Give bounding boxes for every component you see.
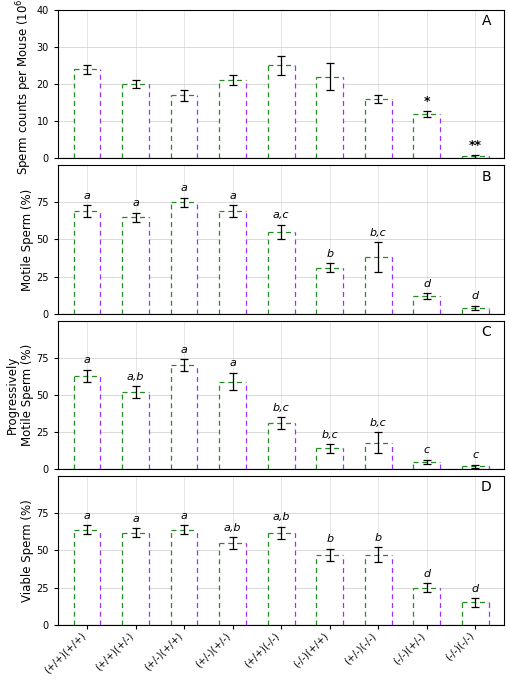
- Bar: [364, 99, 391, 159]
- Text: a: a: [229, 191, 236, 201]
- Text: b,c: b,c: [369, 417, 386, 428]
- Text: a: a: [229, 358, 236, 368]
- Text: d: d: [471, 584, 478, 594]
- Text: a,b: a,b: [272, 512, 289, 522]
- Text: b,c: b,c: [321, 430, 337, 439]
- Bar: [122, 392, 149, 469]
- Bar: [73, 530, 100, 624]
- Text: a: a: [180, 183, 187, 193]
- Text: a: a: [132, 198, 138, 208]
- Bar: [73, 376, 100, 469]
- Text: d: d: [422, 569, 430, 579]
- Bar: [461, 157, 488, 159]
- Y-axis label: Viable Sperm (%): Viable Sperm (%): [20, 499, 34, 602]
- Text: a,b: a,b: [223, 522, 241, 533]
- Bar: [364, 555, 391, 624]
- Y-axis label: Sperm counts per Mouse (10$^6$): Sperm counts per Mouse (10$^6$): [14, 0, 34, 174]
- Bar: [171, 202, 197, 314]
- Bar: [171, 95, 197, 159]
- Bar: [122, 533, 149, 624]
- Bar: [316, 449, 343, 469]
- Bar: [364, 443, 391, 469]
- Text: *: *: [422, 95, 429, 108]
- Text: b: b: [325, 249, 332, 259]
- Bar: [122, 217, 149, 314]
- Text: a: a: [132, 513, 138, 524]
- Text: b: b: [374, 533, 381, 543]
- Bar: [413, 588, 439, 624]
- Text: c: c: [423, 445, 429, 455]
- Bar: [413, 296, 439, 314]
- Text: d: d: [471, 291, 478, 301]
- Bar: [122, 84, 149, 159]
- Bar: [267, 423, 294, 469]
- Text: b: b: [325, 535, 332, 545]
- Bar: [219, 543, 245, 624]
- Bar: [267, 232, 294, 314]
- Text: d: d: [422, 279, 430, 289]
- Text: a: a: [180, 511, 187, 521]
- Text: b,c: b,c: [272, 402, 289, 413]
- Text: a: a: [180, 345, 187, 355]
- Text: a,c: a,c: [272, 210, 289, 220]
- Text: a: a: [83, 191, 90, 201]
- Y-axis label: Motile Sperm (%): Motile Sperm (%): [20, 189, 34, 291]
- Bar: [219, 211, 245, 314]
- Text: a: a: [83, 511, 90, 521]
- Bar: [316, 76, 343, 159]
- Text: b,c: b,c: [369, 228, 386, 238]
- Text: C: C: [480, 325, 490, 339]
- Text: B: B: [480, 170, 490, 183]
- Text: D: D: [479, 481, 490, 494]
- Text: c: c: [471, 450, 477, 460]
- Bar: [316, 268, 343, 314]
- Bar: [73, 69, 100, 159]
- Bar: [364, 257, 391, 314]
- Bar: [461, 603, 488, 624]
- Bar: [219, 80, 245, 159]
- Y-axis label: Progressively
Motile Sperm (%): Progressively Motile Sperm (%): [6, 344, 34, 446]
- Bar: [171, 530, 197, 624]
- Bar: [267, 533, 294, 624]
- Text: a: a: [83, 355, 90, 365]
- Text: **: **: [468, 140, 481, 153]
- Bar: [219, 381, 245, 469]
- Bar: [413, 462, 439, 469]
- Text: A: A: [480, 14, 490, 28]
- Bar: [461, 308, 488, 314]
- Bar: [413, 114, 439, 159]
- Bar: [73, 211, 100, 314]
- Bar: [171, 365, 197, 469]
- Bar: [461, 466, 488, 469]
- Bar: [316, 555, 343, 624]
- Bar: [267, 65, 294, 159]
- Text: a,b: a,b: [127, 372, 144, 381]
